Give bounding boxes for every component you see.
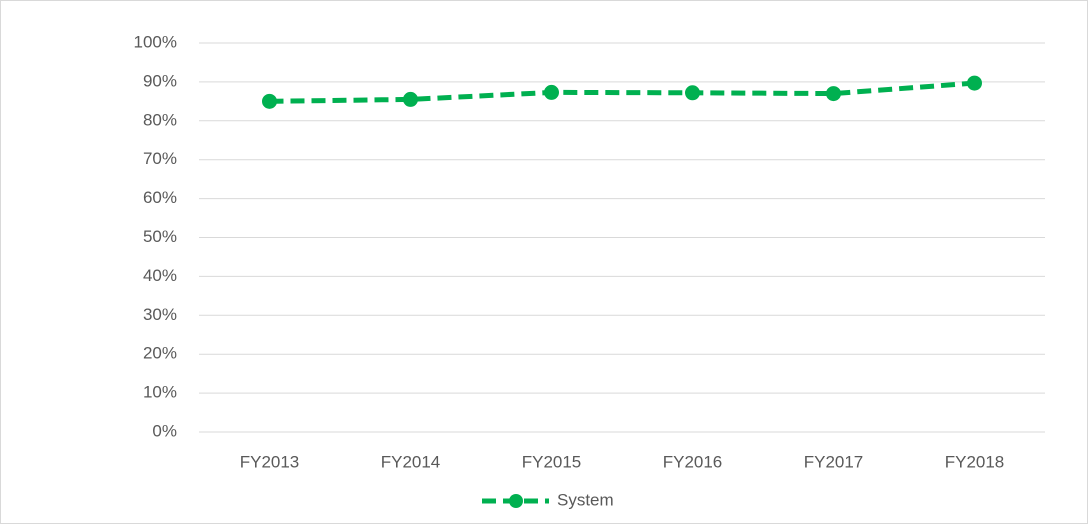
y-tick-label: 0% xyxy=(152,421,177,440)
y-tick-label: 50% xyxy=(143,227,177,246)
series-marker xyxy=(967,75,982,91)
series-marker xyxy=(544,84,559,100)
y-tick-label: 70% xyxy=(143,149,177,168)
series-marker xyxy=(262,93,277,109)
legend-marker xyxy=(509,494,523,508)
y-tick-label: 40% xyxy=(143,266,177,285)
y-tick-label: 60% xyxy=(143,188,177,207)
x-tick-label: FY2016 xyxy=(663,452,723,471)
y-tick-label: 30% xyxy=(143,305,177,324)
series-line xyxy=(269,80,975,104)
y-tick-label: 80% xyxy=(143,110,177,129)
legend-label: System xyxy=(557,490,614,509)
y-tick-label: 20% xyxy=(143,344,177,363)
x-tick-label: FY2018 xyxy=(945,452,1005,471)
x-tick-label: FY2015 xyxy=(522,452,582,471)
x-tick-label: FY2017 xyxy=(804,452,864,471)
y-tick-label: 90% xyxy=(143,71,177,90)
x-tick-label: FY2014 xyxy=(381,452,441,471)
y-tick-label: 100% xyxy=(134,32,177,51)
y-tick-label: 10% xyxy=(143,383,177,402)
series-marker xyxy=(685,85,700,101)
series-marker xyxy=(403,91,418,107)
series-marker xyxy=(826,86,841,102)
x-tick-label: FY2013 xyxy=(240,452,300,471)
